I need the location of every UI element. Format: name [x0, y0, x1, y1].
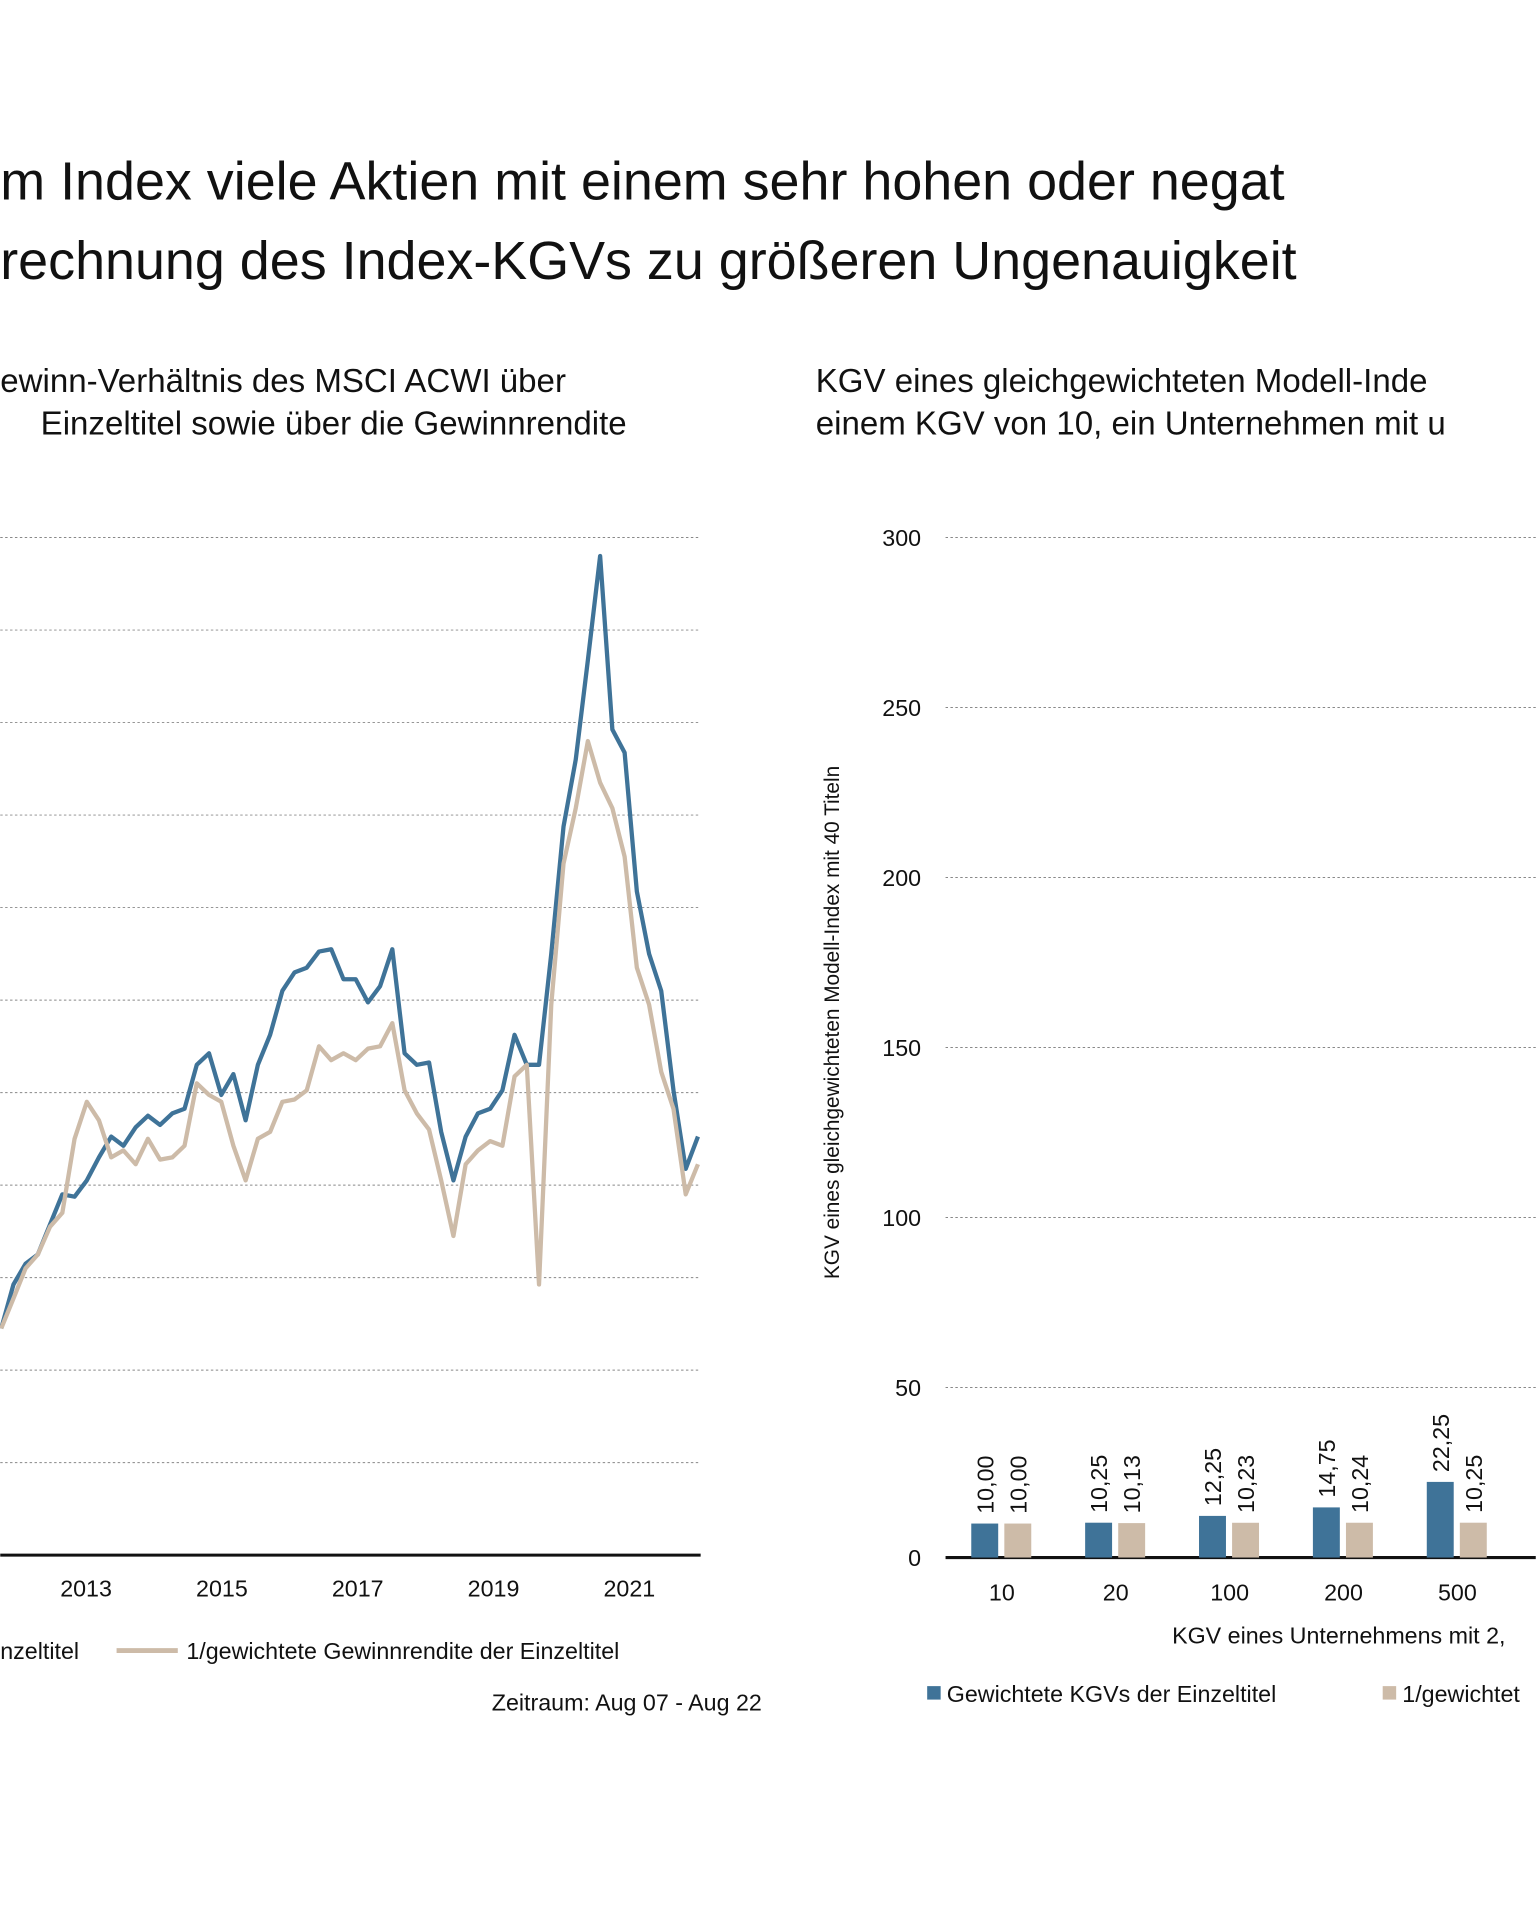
bar — [1232, 1522, 1260, 1558]
x-tick-label: 2017 — [332, 1576, 384, 1602]
chart-subtitle: Einzeltitel sowie über die Gewinnrendite — [41, 406, 627, 443]
bar — [1004, 1523, 1032, 1558]
y-tick-label: 150 — [882, 1035, 921, 1061]
y-tick-label: 0 — [908, 1545, 921, 1571]
bar-value-label: 14,75 — [1314, 1439, 1340, 1497]
title: rechnung des Index-KGVs zu größeren Unge… — [0, 231, 1296, 291]
legend-swatch — [927, 1686, 941, 1700]
x-tick-label: 10 — [989, 1579, 1015, 1605]
bar-value-label: 10,00 — [1005, 1456, 1031, 1514]
chart-subtitle: KGV eines gleichgewichteten Modell-Inde — [816, 363, 1428, 400]
x-tick-label: 200 — [1324, 1579, 1363, 1605]
bar-value-label: 10,13 — [1119, 1455, 1145, 1513]
y-tick-label: 300 — [882, 525, 921, 551]
note: Zeitraum: Aug 07 - Aug 22 — [492, 1690, 762, 1716]
y-tick-label: 200 — [882, 865, 921, 891]
bar-value-label: 12,25 — [1200, 1448, 1226, 1506]
bar — [1426, 1481, 1454, 1558]
legend-label: Gewichtete KGVs der Einzeltitel — [947, 1681, 1277, 1707]
bar — [1199, 1515, 1226, 1558]
bar — [1312, 1507, 1340, 1558]
x-tick-label: 2015 — [196, 1576, 248, 1602]
x-tick-label: 2021 — [603, 1576, 655, 1602]
chart-subtitle: einem KGV von 10, ein Unternehmen mit u — [816, 406, 1446, 443]
x-tick-label: 2019 — [468, 1576, 520, 1602]
y-tick-label: 50 — [895, 1375, 921, 1401]
bar-value-label: 10,23 — [1233, 1455, 1259, 1513]
bar-value-label: 10,00 — [972, 1456, 998, 1514]
y-axis-label: KGV eines gleichgewichteten Modell-Index… — [821, 766, 844, 1279]
x-tick-label: 100 — [1210, 1579, 1249, 1605]
bar — [1345, 1522, 1373, 1558]
y-tick-label: 250 — [882, 695, 921, 721]
bar — [1118, 1523, 1146, 1558]
x-axis-label: KGV eines Unternehmens mit 2, — [1172, 1622, 1505, 1648]
legend-label: 1/gewichtete Gewinnrendite der Einzeltit… — [186, 1638, 619, 1664]
chart-subtitle: ewinn-Verhältnis des MSCI ACWI über — [0, 363, 566, 400]
x-tick-label: 20 — [1103, 1579, 1129, 1605]
y-tick-label: 100 — [882, 1205, 921, 1231]
legend-label: nzeltitel — [0, 1638, 79, 1664]
bar-value-label: 10,24 — [1347, 1455, 1373, 1513]
line-series — [0, 738, 700, 1330]
x-tick-label: 500 — [1438, 1579, 1477, 1605]
bar — [1459, 1522, 1487, 1558]
bar-value-label: 10,25 — [1461, 1455, 1487, 1513]
legend-label: 1/gewichtet — [1402, 1681, 1520, 1707]
line-series — [0, 553, 700, 1330]
bar — [1085, 1522, 1113, 1558]
x-tick-label: 2013 — [60, 1576, 112, 1602]
bar-value-label: 10,25 — [1086, 1455, 1112, 1513]
title: m Index viele Aktien mit einem sehr hohe… — [0, 152, 1284, 212]
bar — [971, 1523, 999, 1558]
bar-value-label: 22,25 — [1428, 1414, 1454, 1472]
legend-swatch — [1382, 1686, 1397, 1700]
